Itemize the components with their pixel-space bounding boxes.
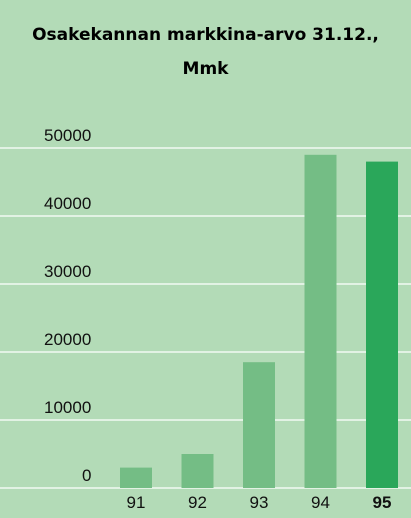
x-tick-label-93: 93 — [250, 493, 269, 512]
y-axis-ticks: 0 10000 20000 30000 40000 50000 — [44, 126, 91, 485]
bar-91 — [120, 467, 152, 488]
x-axis-ticks: 91 92 93 94 95 — [127, 493, 392, 512]
x-tick-label-92: 92 — [188, 493, 207, 512]
x-tick-label-95: 95 — [373, 493, 392, 512]
y-tick-label: 10000 — [44, 398, 91, 417]
chart-title-block: Osakekannan markkina-arvo 31.12., Mmk — [0, 0, 411, 104]
y-tick-label: 20000 — [44, 330, 91, 349]
chart-title: Osakekannan markkina-arvo 31.12., — [32, 25, 379, 45]
bars — [120, 154, 398, 489]
grid-lines — [0, 147, 411, 489]
y-tick-label: 40000 — [44, 194, 91, 213]
y-tick-label: 30000 — [44, 262, 91, 281]
y-tick-label: 50000 — [44, 126, 91, 145]
x-tick-label-91: 91 — [127, 493, 146, 512]
bar-92 — [181, 454, 214, 488]
bar-93 — [243, 362, 275, 488]
bar-95 — [366, 161, 398, 488]
x-tick-label-94: 94 — [311, 493, 330, 512]
chart-subtitle: Mmk — [182, 59, 229, 79]
bar-94 — [304, 154, 337, 489]
y-tick-label: 0 — [82, 466, 91, 485]
